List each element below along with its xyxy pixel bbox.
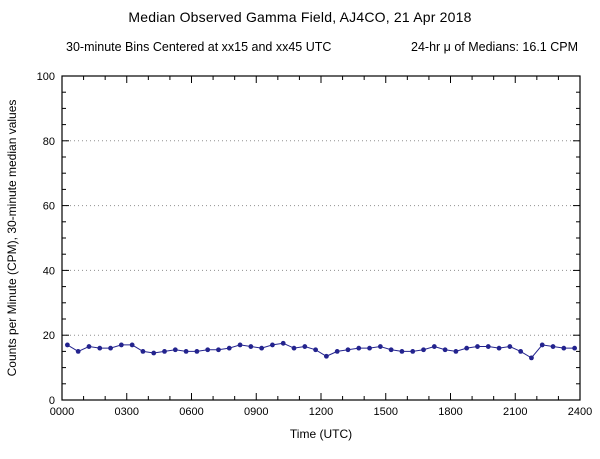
y-tick-label: 100: [37, 71, 55, 83]
x-tick-label: 2400: [568, 406, 592, 418]
data-point: [248, 344, 254, 349]
data-point: [280, 340, 286, 346]
y-tick-label: 0: [49, 395, 55, 407]
data-point: [356, 345, 362, 351]
x-tick-label: 1500: [374, 406, 398, 418]
data-point: [205, 347, 211, 353]
data-point: [172, 347, 178, 353]
data-point: [226, 345, 232, 351]
data-point: [151, 350, 157, 356]
data-point: [183, 349, 189, 354]
data-point: [97, 345, 103, 351]
x-tick-label: 0600: [179, 406, 203, 418]
data-point: [550, 344, 556, 349]
data-point: [388, 347, 394, 353]
data-point: [421, 347, 426, 353]
data-point: [334, 349, 340, 354]
x-tick-label: 0900: [244, 406, 268, 418]
y-axis-label: Counts per Minute (CPM), 30-minute media…: [5, 100, 19, 377]
data-point: [291, 345, 297, 351]
data-point: [118, 342, 124, 348]
data-point: [140, 349, 146, 354]
y-tick-label: 20: [43, 330, 55, 342]
data-point: [496, 345, 502, 351]
x-axis-label: Time (UTC): [290, 427, 352, 441]
y-tick-label: 80: [43, 136, 55, 148]
data-point: [507, 344, 513, 349]
data-point: [302, 344, 308, 349]
data-point: [485, 344, 491, 349]
data-point: [162, 349, 167, 354]
data-point: [572, 345, 578, 351]
plot-area: 0000 0300 0600 0900 1200 1500 1800 2100 2400 0 20 4…: [37, 71, 593, 418]
data-point: [259, 345, 265, 351]
data-point: [539, 342, 545, 348]
data-point: [237, 342, 243, 348]
x-tick-label: 0300: [115, 406, 139, 418]
subtitle-mean-value: 24-hr μ of Medians: 16.1 CPM: [411, 40, 578, 54]
data-point: [529, 355, 534, 361]
data-point: [377, 344, 383, 349]
data-point: [561, 345, 567, 351]
data-point: [108, 345, 113, 351]
data-point: [75, 349, 81, 354]
x-tick-label: 0000: [50, 406, 74, 418]
data-point: [367, 345, 372, 351]
subtitle-bins-note: 30-minute Bins Centered at xx15 and xx45…: [66, 40, 332, 54]
data-point: [518, 349, 524, 354]
data-point: [442, 347, 448, 353]
y-tick-label: 40: [43, 265, 55, 277]
data-point: [475, 344, 480, 349]
data-point: [399, 349, 405, 354]
data-point: [194, 349, 200, 354]
data-point: [270, 342, 275, 348]
y-tick-label: 60: [43, 201, 55, 213]
x-tick-label: 1200: [309, 406, 333, 418]
chart-title: Median Observed Gamma Field, AJ4CO, 21 A…: [128, 9, 472, 25]
data-point: [410, 349, 416, 354]
data-point: [323, 353, 329, 359]
data-point: [86, 344, 92, 349]
data-point: [64, 342, 70, 348]
data-point: [129, 342, 135, 348]
data-point: [453, 349, 459, 354]
data-point: [345, 347, 351, 353]
x-tick-label: 2100: [503, 406, 527, 418]
data-point: [431, 344, 437, 349]
x-tick-label: 1800: [438, 406, 462, 418]
data-point: [464, 345, 470, 351]
data-point: [216, 347, 221, 353]
data-point: [313, 347, 319, 353]
plot-frame: [61, 75, 581, 401]
chart-subtitle: 30-minute Bins Centered at xx15 and xx45…: [0, 40, 600, 54]
